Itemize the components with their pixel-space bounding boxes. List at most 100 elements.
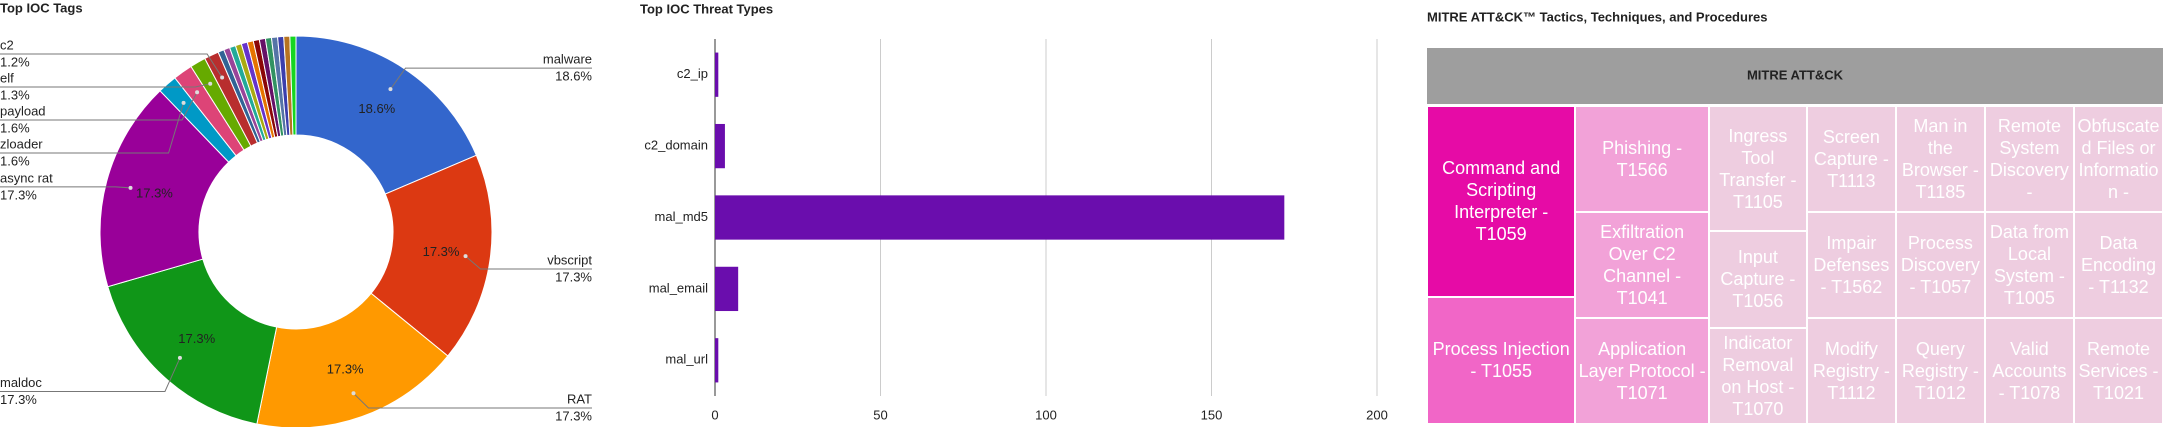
treemap-header: [1427, 48, 2163, 104]
legend-value: 1.6%: [0, 120, 30, 135]
treemap-label: Man in the Browser - T1185: [1901, 116, 1979, 202]
leader-dot: [463, 254, 468, 259]
slice-label: 17.3%: [178, 331, 215, 346]
treemap-cell: Obfuscated Files or Information -: [2073, 106, 2163, 212]
treemap-label: Indicator Removal on Host - T1070: [1721, 332, 1795, 419]
legend-label: elf: [0, 70, 14, 85]
legend-label: async rat: [0, 170, 53, 185]
chart-title: Top IOC Threat Types: [640, 1, 773, 16]
slice: [107, 258, 278, 425]
treemap-label: Exfiltration Over C2 Channel - T1041: [1600, 222, 1685, 308]
leader-line: [0, 186, 131, 189]
slice: [289, 35, 297, 136]
leader-dot: [177, 355, 182, 360]
leader-line: [465, 255, 592, 270]
slice-label: 17.3%: [327, 361, 364, 376]
x-tick-label: 50: [873, 407, 887, 422]
treemap-label: Process Discovery - T1057: [1900, 233, 1980, 297]
x-tick-label: 150: [1201, 407, 1223, 422]
treemap-label: Valid Accounts - T1078: [1992, 339, 2067, 403]
treemap-cell: Remote System Discovery -: [1984, 106, 2074, 212]
treemap-label: Application Layer Protocol - T1071: [1578, 339, 1706, 403]
x-tick-label: 100: [1035, 407, 1057, 422]
x-tick-label: 200: [1366, 407, 1388, 422]
treemap-cell: Screen Capture - T1113: [1806, 106, 1896, 212]
legend-value: 17.3%: [555, 269, 592, 284]
legend-label: malware: [543, 52, 592, 67]
leader-line: [0, 357, 181, 392]
leader-line: [0, 53, 223, 78]
leader-line: [0, 83, 211, 88]
treemap-label: Modify Registry - T1112: [1812, 339, 1890, 403]
treemap-label: Ingress Tool Transfer - T1105: [1719, 125, 1797, 212]
legend-value: 1.6%: [0, 153, 30, 168]
bar: [715, 52, 719, 97]
chart-title: MITRE ATT&CK™ Tactics, Techniques, and P…: [1427, 9, 1767, 24]
treemap-label: Phishing - T1566: [1602, 138, 1683, 180]
treemap-cell: Exfiltration Over C2 Channel - T1041: [1575, 212, 1709, 318]
treemap-cell: Process Discovery - T1057: [1895, 212, 1985, 318]
bar: [715, 123, 725, 169]
treemap-cell: Application Layer Protocol - T1071: [1575, 318, 1709, 424]
x-tick-label: 0: [711, 407, 718, 422]
treemap-cell: Valid Accounts - T1078: [1984, 318, 2074, 424]
chart-title: Top IOC Tags: [0, 0, 83, 15]
treemap-cell: Command and Scripting Interpreter - T105…: [1427, 106, 1576, 297]
slice: [99, 90, 230, 288]
treemap-cell: Phishing - T1566: [1575, 106, 1709, 212]
treemap-label: Screen Capture - T1113: [1813, 127, 1889, 191]
slice: [256, 292, 449, 427]
legend-value: 1.2%: [0, 54, 30, 69]
y-tick-label: c2_domain: [644, 138, 708, 153]
treemap-label: Obfuscated Files or Information -: [2077, 116, 2160, 202]
treemap-cell: Input Capture - T1056: [1708, 231, 1807, 328]
legend-label: maldoc: [0, 375, 42, 390]
treemap-label: Remote Services - T1021: [2078, 339, 2159, 403]
treemap-label: Impair Defenses - T1562: [1813, 233, 1890, 297]
treemap-header-label: MITRE ATT&CK: [1747, 67, 1844, 82]
legend-value: 17.3%: [0, 187, 37, 202]
slice-label: 18.6%: [358, 101, 395, 116]
legend-label: c2: [0, 37, 14, 52]
treemap-cell: Modify Registry - T1112: [1806, 318, 1896, 424]
legend-label: zloader: [0, 136, 43, 151]
treemap-cell: Process Injection - T1055: [1427, 296, 1576, 424]
slice: [370, 154, 493, 357]
bar: [715, 338, 719, 383]
legend-label: vbscript: [547, 252, 592, 267]
leader-line: [390, 67, 592, 90]
legend-value: 1.3%: [0, 87, 30, 102]
leader-line: [0, 91, 198, 121]
treemap-cell: Impair Defenses - T1562: [1806, 212, 1896, 318]
treemap-cell: Ingress Tool Transfer - T1105: [1708, 106, 1807, 232]
leader-dot: [388, 87, 393, 92]
y-tick-label: mal_email: [649, 280, 708, 295]
bar: [715, 195, 1285, 240]
leader-dot: [208, 81, 213, 86]
leader-dot: [181, 100, 186, 105]
y-tick-label: mal_url: [665, 352, 708, 367]
y-tick-label: c2_ip: [677, 66, 708, 81]
leader-line: [353, 392, 592, 409]
treemap-cell: Remote Services - T1021: [2073, 318, 2163, 424]
legend-value: 18.6%: [555, 69, 592, 84]
treemap: Command and Scripting Interpreter - T105…: [1427, 106, 2163, 424]
treemap-label: Remote System Discovery -: [1989, 116, 2069, 202]
slice: [295, 35, 478, 195]
treemap-label: Data from Local System - T1005: [1989, 222, 2069, 308]
legend-value: 17.3%: [0, 392, 37, 407]
slice-label: 17.3%: [423, 244, 460, 259]
leader-dot: [220, 75, 225, 80]
slice-label: 17.3%: [136, 186, 173, 201]
leader-dot: [195, 90, 200, 95]
leader-dot: [128, 185, 133, 190]
y-tick-label: mal_md5: [655, 209, 708, 224]
treemap-label: Input Capture - T1056: [1720, 247, 1796, 312]
treemap-cell: Indicator Removal on Host - T1070: [1708, 327, 1807, 424]
legend-label: RAT: [567, 391, 592, 406]
legend-label: payload: [0, 103, 46, 118]
treemap-label: Command and Scripting Interpreter - T105…: [1442, 158, 1561, 245]
treemap-cell: Data from Local System - T1005: [1984, 212, 2074, 318]
